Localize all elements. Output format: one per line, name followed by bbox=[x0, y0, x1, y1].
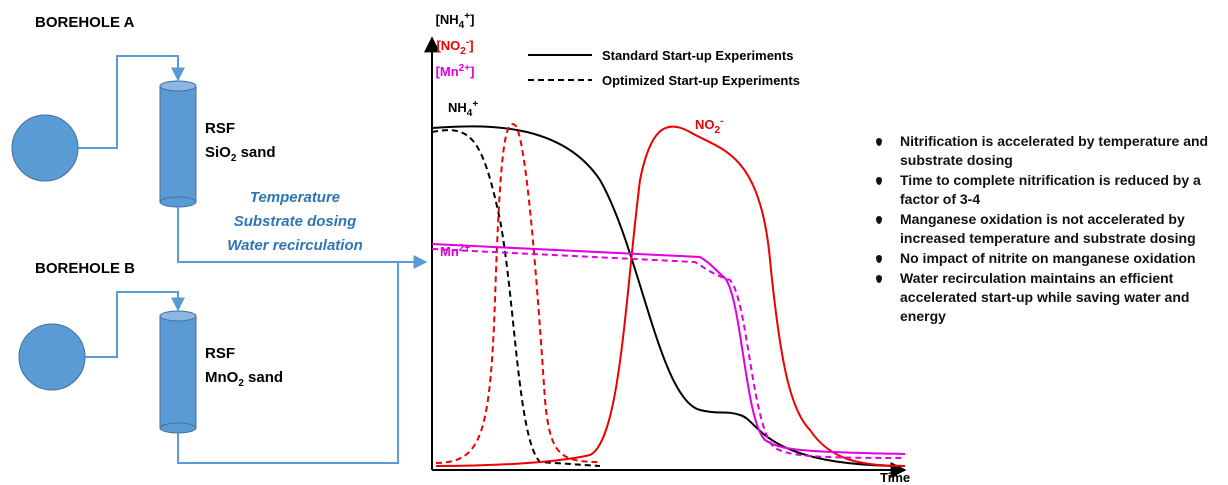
pipe bbox=[177, 207, 428, 269]
no2-optimized-curve bbox=[435, 123, 601, 464]
media-label: MnO2 sand bbox=[205, 369, 283, 389]
pipe bbox=[85, 291, 185, 358]
mn-optimized-curve bbox=[431, 248, 906, 459]
pipe bbox=[177, 262, 399, 464]
y-axis-label: [Mn2+] bbox=[436, 63, 475, 79]
pipe bbox=[78, 55, 185, 149]
legend-label: Optimized Start-up Experiments bbox=[602, 73, 800, 88]
condition: Substrate dosing bbox=[234, 213, 357, 230]
borehole-label: BOREHOLE A bbox=[35, 14, 135, 31]
y-axis-label: [NO2-] bbox=[436, 37, 473, 57]
x-axis-label: Time bbox=[880, 470, 910, 485]
curve-label: NH4+ bbox=[448, 99, 478, 119]
media-label: SiO2 sand bbox=[205, 144, 276, 164]
filter-label: RSF bbox=[205, 345, 235, 362]
curve-label: Mn2+ bbox=[440, 243, 470, 259]
nh4-optimized-curve bbox=[431, 129, 601, 467]
finding: No impact of nitrite on manganese oxidat… bbox=[872, 249, 1217, 268]
filter-column bbox=[159, 310, 197, 434]
nh4-standard-curve bbox=[431, 125, 906, 467]
legend-label: Standard Start-up Experiments bbox=[602, 48, 793, 63]
condition: Water recirculation bbox=[227, 237, 363, 254]
finding: Water recirculation maintains an efficie… bbox=[872, 269, 1217, 326]
borehole-icon bbox=[11, 114, 79, 182]
filter-column bbox=[159, 80, 197, 208]
borehole-icon bbox=[18, 323, 86, 391]
finding: Nitrification is accelerated by temperat… bbox=[872, 132, 1217, 170]
filter-label: RSF bbox=[205, 120, 235, 137]
mn-standard-curve bbox=[431, 243, 906, 455]
finding: Time to complete nitrification is reduce… bbox=[872, 171, 1217, 209]
condition: Temperature bbox=[250, 189, 340, 206]
borehole-label: BOREHOLE B bbox=[35, 260, 135, 277]
no2-standard-curve bbox=[435, 125, 906, 467]
y-axis-label: [NH4+] bbox=[436, 11, 475, 31]
finding: Manganese oxidation is not accelerated b… bbox=[872, 210, 1217, 248]
curve-label: NO2- bbox=[695, 116, 723, 136]
findings-list: Nitrification is accelerated by temperat… bbox=[872, 132, 1217, 327]
